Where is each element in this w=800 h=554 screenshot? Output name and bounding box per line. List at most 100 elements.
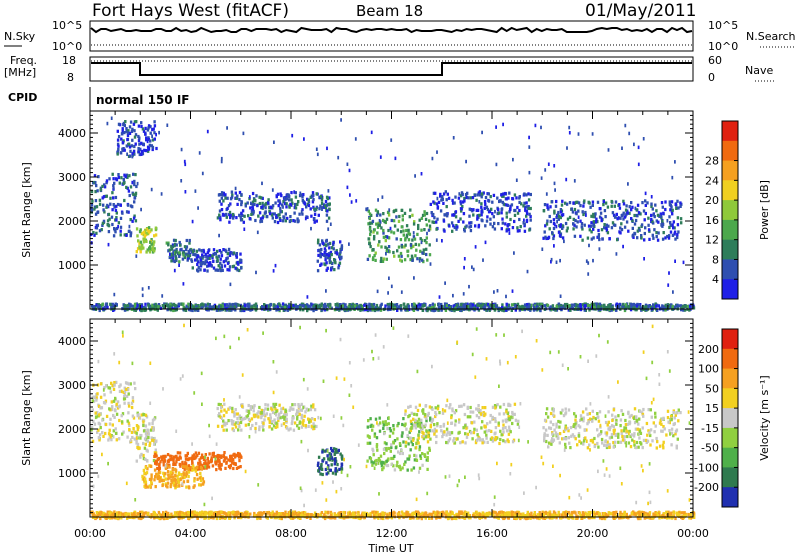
data-cell bbox=[594, 220, 598, 224]
data-cell bbox=[298, 412, 301, 416]
data-cell bbox=[220, 196, 223, 200]
data-cell bbox=[125, 387, 128, 391]
data-cell bbox=[280, 410, 283, 414]
data-cell bbox=[144, 233, 147, 238]
data-cell bbox=[293, 211, 296, 215]
data-cell bbox=[408, 430, 411, 434]
data-cell bbox=[474, 245, 477, 249]
data-cell bbox=[549, 420, 552, 424]
data-cell bbox=[216, 456, 220, 461]
data-cell bbox=[340, 462, 344, 467]
data-cell bbox=[568, 131, 571, 135]
data-cell bbox=[186, 479, 189, 483]
data-cell bbox=[653, 430, 656, 434]
data-cell bbox=[421, 409, 424, 413]
data-cell bbox=[97, 304, 100, 308]
data-cell bbox=[134, 133, 138, 137]
data-cell bbox=[367, 222, 370, 226]
data-cell bbox=[524, 205, 527, 209]
data-cell bbox=[279, 210, 282, 214]
data-cell bbox=[605, 433, 608, 437]
data-cell bbox=[323, 204, 327, 208]
data-cell bbox=[369, 308, 372, 312]
data-cell bbox=[597, 419, 601, 423]
data-cell bbox=[326, 303, 330, 307]
data-cell bbox=[404, 409, 407, 413]
data-cell bbox=[175, 256, 178, 260]
data-cell bbox=[132, 427, 135, 431]
data-cell bbox=[277, 204, 280, 208]
data-cell bbox=[361, 305, 364, 309]
data-cell bbox=[493, 290, 495, 294]
data-cell bbox=[510, 308, 513, 312]
data-cell bbox=[619, 418, 623, 422]
data-cell bbox=[626, 422, 629, 426]
data-cell bbox=[264, 202, 267, 206]
data-cell bbox=[274, 305, 277, 309]
data-cell bbox=[413, 276, 415, 280]
data-cell bbox=[397, 254, 401, 258]
data-cell bbox=[470, 431, 473, 435]
data-cell bbox=[401, 214, 404, 218]
data-cell bbox=[597, 434, 600, 438]
data-cell bbox=[570, 207, 573, 211]
data-cell bbox=[400, 290, 403, 294]
data-cell bbox=[140, 232, 144, 236]
data-cell bbox=[390, 284, 393, 289]
data-cell bbox=[201, 261, 204, 266]
data-cell bbox=[98, 404, 101, 408]
data-cell bbox=[611, 211, 615, 215]
data-cell bbox=[179, 243, 182, 247]
data-cell bbox=[508, 418, 512, 422]
data-cell bbox=[217, 254, 221, 258]
data-cell bbox=[507, 304, 510, 308]
data-cell bbox=[498, 412, 501, 416]
data-cell bbox=[399, 258, 402, 262]
data-cell bbox=[333, 258, 336, 262]
data-cell bbox=[584, 302, 587, 306]
data-cell bbox=[542, 209, 546, 213]
data-cell bbox=[338, 255, 341, 259]
data-cell bbox=[662, 211, 665, 215]
data-cell bbox=[610, 226, 614, 230]
data-cell bbox=[164, 472, 167, 476]
data-cell bbox=[106, 121, 109, 126]
data-cell bbox=[404, 238, 407, 242]
data-cell bbox=[369, 245, 372, 249]
data-cell bbox=[377, 223, 380, 227]
data-cell bbox=[331, 265, 334, 270]
data-cell bbox=[101, 302, 104, 306]
data-cell bbox=[142, 420, 145, 424]
data-cell bbox=[146, 467, 149, 471]
data-cell bbox=[618, 206, 622, 210]
data-cell bbox=[133, 214, 136, 218]
data-cell bbox=[223, 306, 226, 310]
colorbar-swatch bbox=[722, 140, 738, 162]
data-cell bbox=[431, 407, 434, 411]
data-cell bbox=[125, 210, 129, 214]
data-cell bbox=[98, 413, 101, 417]
data-cell bbox=[366, 434, 370, 438]
data-cell bbox=[577, 424, 580, 428]
data-cell bbox=[554, 188, 556, 192]
data-cell bbox=[299, 408, 302, 412]
data-cell bbox=[448, 431, 451, 435]
data-cell bbox=[384, 235, 388, 239]
data-cell bbox=[288, 195, 291, 199]
data-cell bbox=[254, 308, 258, 312]
data-cell bbox=[156, 475, 159, 480]
data-cell bbox=[128, 229, 131, 233]
data-cell bbox=[211, 256, 214, 260]
data-cell bbox=[112, 429, 115, 433]
data-cell bbox=[219, 257, 222, 261]
data-cell bbox=[507, 196, 510, 200]
data-cell bbox=[134, 173, 137, 177]
data-cell bbox=[97, 175, 100, 179]
colorbar-swatch bbox=[722, 180, 738, 201]
data-cell bbox=[544, 168, 547, 172]
data-cell bbox=[466, 302, 469, 306]
data-cell bbox=[94, 212, 98, 216]
data-cell bbox=[278, 201, 282, 205]
data-cell bbox=[631, 303, 634, 307]
data-cell bbox=[463, 229, 466, 233]
